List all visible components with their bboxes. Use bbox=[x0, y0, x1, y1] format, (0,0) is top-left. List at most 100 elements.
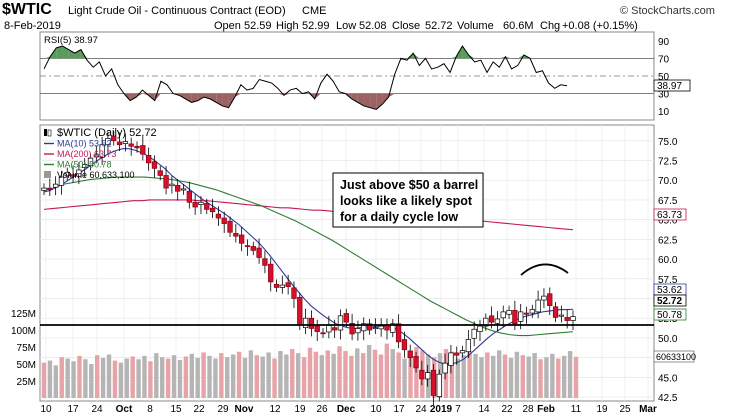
candle-body bbox=[343, 313, 349, 323]
candle-body bbox=[233, 233, 239, 237]
rsi-oversold-fill bbox=[210, 93, 217, 103]
candle-body bbox=[116, 141, 123, 146]
candle-body bbox=[175, 184, 181, 192]
price-y-tick: 60.0 bbox=[658, 255, 678, 266]
candle-body bbox=[401, 339, 408, 351]
volume-bar bbox=[142, 355, 147, 398]
candle-body bbox=[320, 332, 326, 335]
price-y-tick: 72.5 bbox=[658, 156, 678, 167]
volume-bar bbox=[118, 362, 124, 398]
price-y-tick: 57.5 bbox=[658, 275, 678, 286]
legend-label: MA(50) 50.78 bbox=[57, 160, 112, 170]
rsi-y-tick: 50 bbox=[658, 72, 670, 83]
candle-body bbox=[215, 213, 222, 219]
candle-body bbox=[366, 323, 373, 331]
volume-bar bbox=[396, 352, 401, 398]
rsi-oversold-fill bbox=[351, 93, 358, 103]
svg-text:Chg: Chg bbox=[540, 20, 560, 32]
price-y-tick: 42.5 bbox=[658, 393, 678, 404]
ma10-last-value-box: 53.62 bbox=[653, 283, 687, 296]
price-y-tick: 50.0 bbox=[658, 334, 678, 345]
x-tick-label: Feb bbox=[537, 404, 555, 413]
candle-body bbox=[337, 315, 344, 331]
annotation-line-3: for a daily cycle low bbox=[340, 210, 458, 224]
x-tick-label: Dec bbox=[337, 404, 356, 413]
candle-body bbox=[558, 314, 565, 317]
candle-body bbox=[41, 187, 47, 191]
svg-text:Volume: Volume bbox=[457, 20, 494, 32]
candle-body bbox=[285, 282, 291, 288]
candle-body bbox=[477, 325, 483, 332]
x-tick-label: 17 bbox=[393, 404, 405, 413]
volume-bar bbox=[567, 351, 573, 398]
candle-body bbox=[355, 328, 361, 334]
volume-bar bbox=[219, 353, 224, 398]
svg-text:Close: Close bbox=[392, 20, 420, 32]
rsi-oversold-fill bbox=[363, 93, 371, 108]
candle-body bbox=[541, 295, 547, 301]
volume-bar bbox=[556, 358, 561, 398]
x-tick-label: 14 bbox=[478, 404, 490, 413]
candle-body bbox=[326, 324, 332, 333]
x-tick-label: 12 bbox=[269, 404, 281, 413]
price-y-tick: 62.5 bbox=[658, 235, 678, 246]
candle-body bbox=[547, 293, 553, 306]
candle-body bbox=[436, 373, 442, 398]
candle-body bbox=[518, 311, 524, 322]
x-tick-label: 19 bbox=[294, 404, 306, 413]
candle-body bbox=[180, 188, 187, 191]
rsi-overbought-fill bbox=[499, 56, 506, 59]
volume-bar bbox=[550, 353, 555, 398]
svg-text:52.99: 52.99 bbox=[302, 20, 330, 32]
candle-body bbox=[186, 190, 192, 203]
volume-bar bbox=[532, 353, 537, 398]
x-tick-label: 26 bbox=[316, 404, 328, 413]
candle-body bbox=[76, 169, 82, 177]
rsi-overbought-fill bbox=[468, 54, 475, 59]
candle-body bbox=[302, 317, 309, 329]
volume-bar bbox=[361, 353, 366, 398]
rsi-overbought-fill bbox=[407, 53, 414, 59]
candle-body bbox=[454, 352, 460, 356]
candle-body bbox=[58, 176, 65, 186]
candle-body bbox=[419, 369, 425, 380]
candle-body bbox=[192, 201, 198, 208]
annotation-line-2: looks like a likely spot bbox=[340, 194, 473, 208]
volume-bar bbox=[213, 358, 218, 398]
volume-bar bbox=[349, 355, 354, 398]
volume-bar bbox=[106, 354, 112, 398]
ma10-last-value: 53.62 bbox=[657, 285, 682, 296]
rsi-y-tick: 90 bbox=[658, 37, 670, 48]
x-tick-label: Mar bbox=[639, 404, 657, 413]
candle-body bbox=[82, 164, 88, 168]
volume-bar bbox=[467, 351, 472, 398]
volume-bar bbox=[325, 350, 330, 398]
x-tick-label: 7 bbox=[455, 404, 461, 413]
legend-swatch bbox=[44, 129, 47, 136]
volume-bar bbox=[100, 357, 106, 398]
candle-body bbox=[227, 220, 233, 233]
x-tick-label: 28 bbox=[522, 404, 534, 413]
rsi-title: RSI(5) 38.97 bbox=[44, 35, 98, 46]
volume-bar bbox=[230, 354, 236, 398]
candle-body bbox=[395, 323, 402, 343]
cycle-arc bbox=[520, 263, 569, 276]
candle-body bbox=[279, 284, 285, 288]
volume-bar bbox=[372, 349, 378, 398]
volume-bar bbox=[301, 357, 307, 398]
volume-bar bbox=[307, 347, 313, 398]
candle-body bbox=[140, 145, 146, 155]
candle-body bbox=[87, 157, 94, 166]
candle-body bbox=[262, 258, 268, 266]
volume-bar bbox=[130, 356, 135, 398]
ma50-last-value-box: 50.78 bbox=[653, 308, 687, 321]
candle-body bbox=[52, 183, 59, 188]
volume-bar bbox=[514, 351, 520, 398]
candle-body bbox=[209, 207, 216, 213]
candle-body bbox=[390, 323, 396, 333]
volume-bar bbox=[53, 365, 59, 398]
rsi-overbought-fill bbox=[505, 56, 512, 59]
rsi-oversold-fill bbox=[197, 93, 204, 101]
svg-text:60.6M: 60.6M bbox=[503, 20, 534, 32]
svg-text:+0.08 (+0.15%): +0.08 (+0.15%) bbox=[562, 20, 638, 32]
